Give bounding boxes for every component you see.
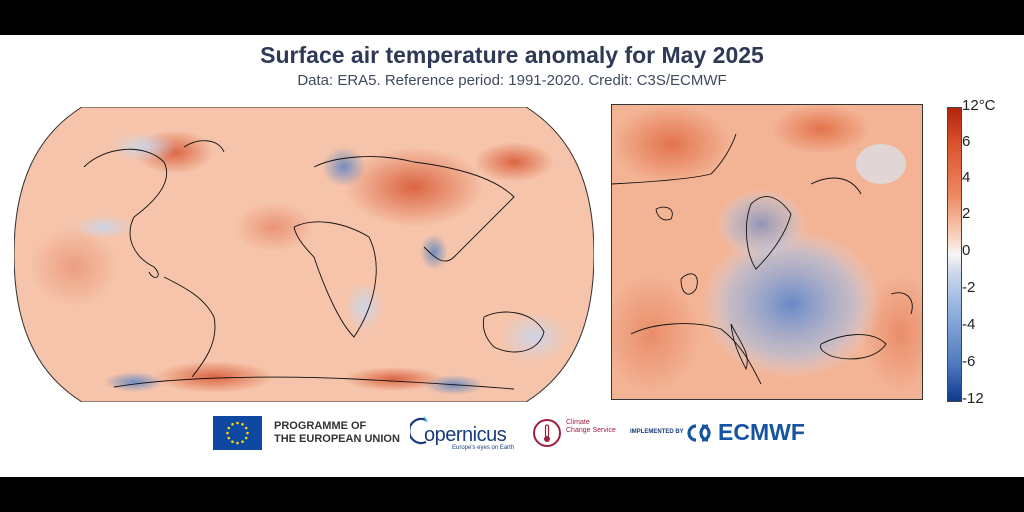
c3s-logo-icon: [533, 419, 561, 447]
figure-subtitle: Data: ERA5. Reference period: 1991-2020.…: [297, 72, 727, 89]
colorbar-tick: -2: [962, 279, 976, 296]
copernicus-logo-icon: [410, 416, 428, 445]
world-anomaly-map: [14, 107, 594, 402]
ecmwf-logo-icon: [687, 424, 711, 442]
colorbar-tick: -6: [962, 353, 976, 370]
copernicus-wordmark: opernicus: [424, 424, 507, 446]
colorbar-tick: 12°C: [962, 97, 996, 114]
colorbar-tick: -4: [962, 316, 976, 333]
eu-programme-label: PROGRAMME OF THE EUROPEAN UNION: [274, 420, 400, 445]
colorbar-unit: °C: [978, 97, 996, 114]
colorbar-tick: 6: [962, 133, 971, 150]
colorbar-tick: 4: [962, 169, 971, 186]
europe-anomaly-map: [611, 104, 923, 400]
ecmwf-wordmark: ECMWF: [718, 419, 805, 445]
implemented-by-label: IMPLEMENTED BY: [630, 429, 684, 435]
eu-flag-icon: [213, 416, 262, 450]
colorbar: [947, 107, 962, 402]
colorbar-tick: 2: [962, 205, 971, 222]
copernicus-tagline: Europe's eyes on Earth: [452, 445, 515, 451]
colorbar-tick: 0: [962, 242, 971, 259]
figure-title: Surface air temperature anomaly for May …: [260, 42, 764, 68]
c3s-label: Climate Change Service: [566, 419, 616, 434]
colorbar-tick: -12: [962, 390, 984, 407]
figure-frame: Surface air temperature anomaly for May …: [0, 35, 1024, 477]
